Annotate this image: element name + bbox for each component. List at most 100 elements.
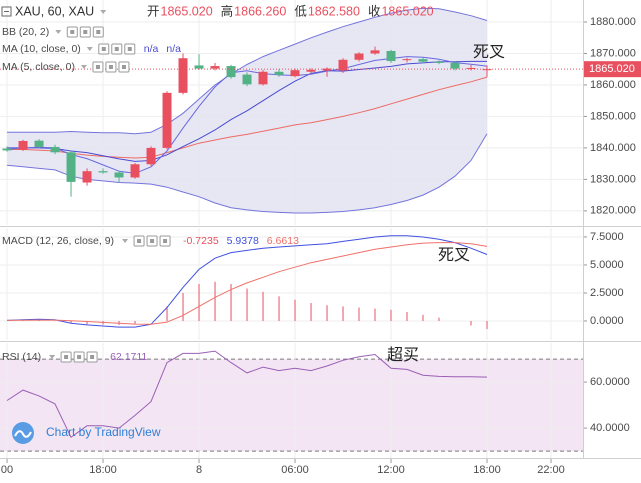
dropdown-caret[interactable] — [86, 47, 93, 51]
legend-value: 5.9378 — [227, 235, 259, 247]
indicator-line — [6, 235, 488, 328]
ohlc-label: 高 — [221, 3, 234, 18]
dropdown-caret[interactable] — [49, 355, 56, 359]
pane — [0, 343, 583, 458]
x-tick-label: 00 — [1, 464, 13, 476]
candle-body — [18, 140, 28, 150]
pane — [0, 228, 583, 340]
candle-body — [210, 66, 220, 69]
legend-icon-inner — [90, 355, 95, 359]
y-tick-label: 7.5000 — [590, 231, 624, 243]
ohlc-value: 1862.580 — [308, 4, 360, 18]
candle-body — [482, 69, 492, 71]
candle-body — [130, 164, 140, 178]
candle-body — [306, 69, 316, 72]
annotation: 超买 — [387, 346, 419, 364]
watermark: Chart by TradingView — [46, 425, 161, 439]
legend-status: n/a — [166, 43, 181, 55]
legend-icon-inner — [95, 65, 100, 69]
legend-value: 6.6613 — [267, 235, 299, 247]
legend-value: 62.1711 — [110, 351, 147, 363]
x-tick-label: 12:00 — [377, 464, 405, 476]
candle-body — [338, 59, 348, 71]
dropdown-caret[interactable] — [122, 239, 129, 243]
candle-body — [354, 53, 364, 60]
legend-name: MA (10, close, 0) — [2, 43, 81, 55]
ohlc-value: 1866.260 — [234, 4, 286, 18]
dropdown-caret[interactable] — [55, 30, 62, 34]
legend-name: MACD (12, 26, close, 9) — [2, 235, 114, 247]
legend-icon-inner — [114, 47, 119, 51]
ohlc-label: 低 — [294, 4, 307, 18]
candle-body — [418, 59, 428, 62]
candle-body — [290, 70, 300, 77]
last-price-label: 1865.020 — [589, 63, 635, 75]
ohlc-value: 1865.020 — [161, 4, 213, 18]
candle-body — [114, 172, 124, 178]
y-tick-label: 2.5000 — [590, 287, 624, 299]
candle-body — [66, 152, 76, 182]
bb-upper — [7, 7, 488, 135]
candle-body — [258, 71, 268, 85]
ohlc-value: 1865.020 — [381, 4, 433, 18]
candle-body — [2, 148, 12, 151]
ohlc-label: 开 — [147, 4, 160, 18]
pane — [0, 0, 583, 225]
legend-name: BB (20, 2) — [2, 26, 49, 38]
y-tick-label: 1830.000 — [590, 173, 636, 185]
y-tick-label: 1820.000 — [590, 205, 636, 217]
candle-body — [242, 74, 252, 85]
dropdown-caret[interactable] — [100, 10, 107, 14]
candle-body — [178, 58, 188, 93]
annotation: 死叉 — [438, 247, 470, 264]
legend-value: -0.7235 — [183, 235, 219, 247]
candle-body — [386, 50, 396, 62]
x-tick-label: 18:00 — [473, 464, 501, 476]
y-tick-label: 40.0000 — [590, 422, 630, 434]
candle-body — [226, 66, 236, 78]
candle-body — [50, 146, 60, 153]
legend-icon-inner — [101, 47, 106, 51]
legend-icon-inner — [64, 355, 69, 359]
annotation: 死叉 — [473, 44, 505, 61]
candle-body — [434, 61, 444, 63]
ma-line — [7, 60, 487, 162]
symbol-icon — [1, 6, 12, 17]
indicator-line — [6, 242, 488, 325]
x-tick-label: 22:00 — [537, 464, 565, 476]
y-tick-label: 1850.000 — [590, 110, 636, 122]
legend-icon-inner — [163, 239, 168, 243]
legend-icon-inner — [137, 239, 142, 243]
candle-body — [370, 50, 380, 54]
legend-icon-inner — [77, 355, 82, 359]
legend-icon-inner — [121, 65, 126, 69]
x-tick-label: 06:00 — [281, 464, 309, 476]
ma-line — [6, 56, 488, 174]
legend-icon-inner — [83, 30, 88, 34]
y-tick-label: 1880.000 — [590, 16, 636, 28]
indicator-line — [6, 350, 488, 439]
candle-body — [402, 59, 412, 61]
watermark-logo-mark — [14, 430, 32, 438]
candle-body — [146, 147, 156, 165]
ohlc-label: 收 — [368, 4, 381, 18]
candle-body — [98, 171, 108, 173]
dropdown-caret[interactable] — [80, 65, 87, 69]
y-tick-label: 1860.000 — [590, 79, 636, 91]
bb-basis — [7, 76, 488, 159]
x-tick-label: 18:00 — [89, 464, 117, 476]
x-tick-label: 8 — [196, 464, 202, 476]
candle-body — [34, 140, 44, 147]
candle-body — [274, 71, 284, 75]
y-tick-label: 1870.000 — [590, 47, 636, 59]
legend-name: MA (5, close, 0) — [2, 61, 75, 73]
last-price-box — [584, 61, 641, 78]
rsi-band — [0, 359, 583, 452]
legend-icon-inner — [108, 65, 113, 69]
legend-icon-inner — [96, 30, 101, 34]
candle-body — [194, 65, 204, 69]
y-tick-label: 60.0000 — [590, 376, 630, 388]
y-tick-label: 5.0000 — [590, 259, 624, 271]
